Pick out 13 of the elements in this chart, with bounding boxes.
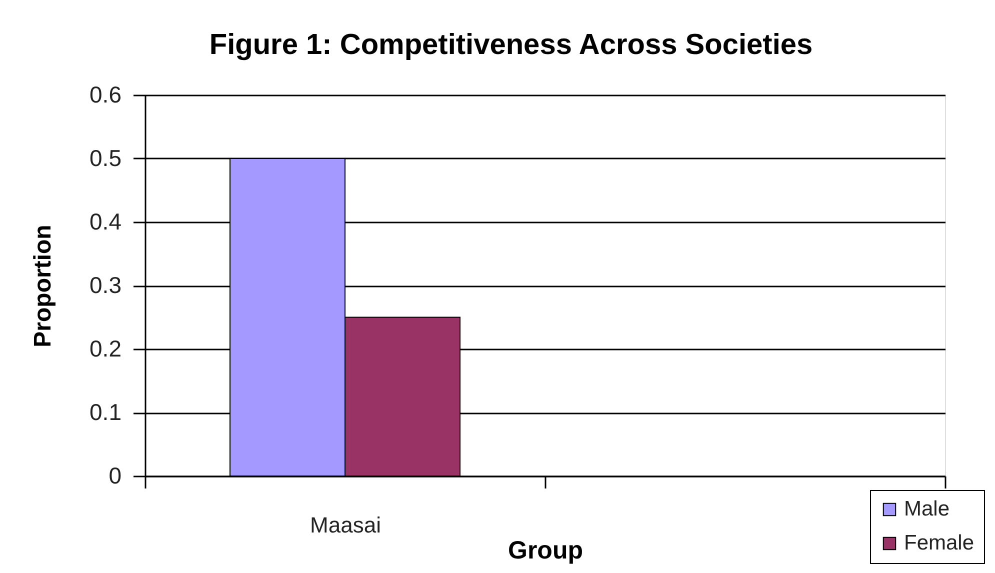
y-axis-title: Proportion — [30, 224, 57, 348]
y-tick-label: 0.6 — [90, 82, 122, 108]
legend-label: Female — [904, 532, 974, 554]
x-axis-title: Group — [508, 536, 583, 564]
y-tick-label: 0.5 — [90, 145, 122, 171]
y-tick-label: 0.2 — [90, 336, 122, 362]
y-tick-label: 0.3 — [90, 272, 122, 298]
y-tick-label: 0 — [108, 462, 122, 488]
y-tick-label: 0.1 — [90, 399, 122, 425]
legend-label: Male — [904, 498, 950, 520]
y-tick-label: 0.4 — [90, 208, 122, 234]
chart-title: Figure 1: Competitiveness Across Societies — [209, 29, 813, 61]
x-tick-label: Maasai — [310, 512, 381, 538]
